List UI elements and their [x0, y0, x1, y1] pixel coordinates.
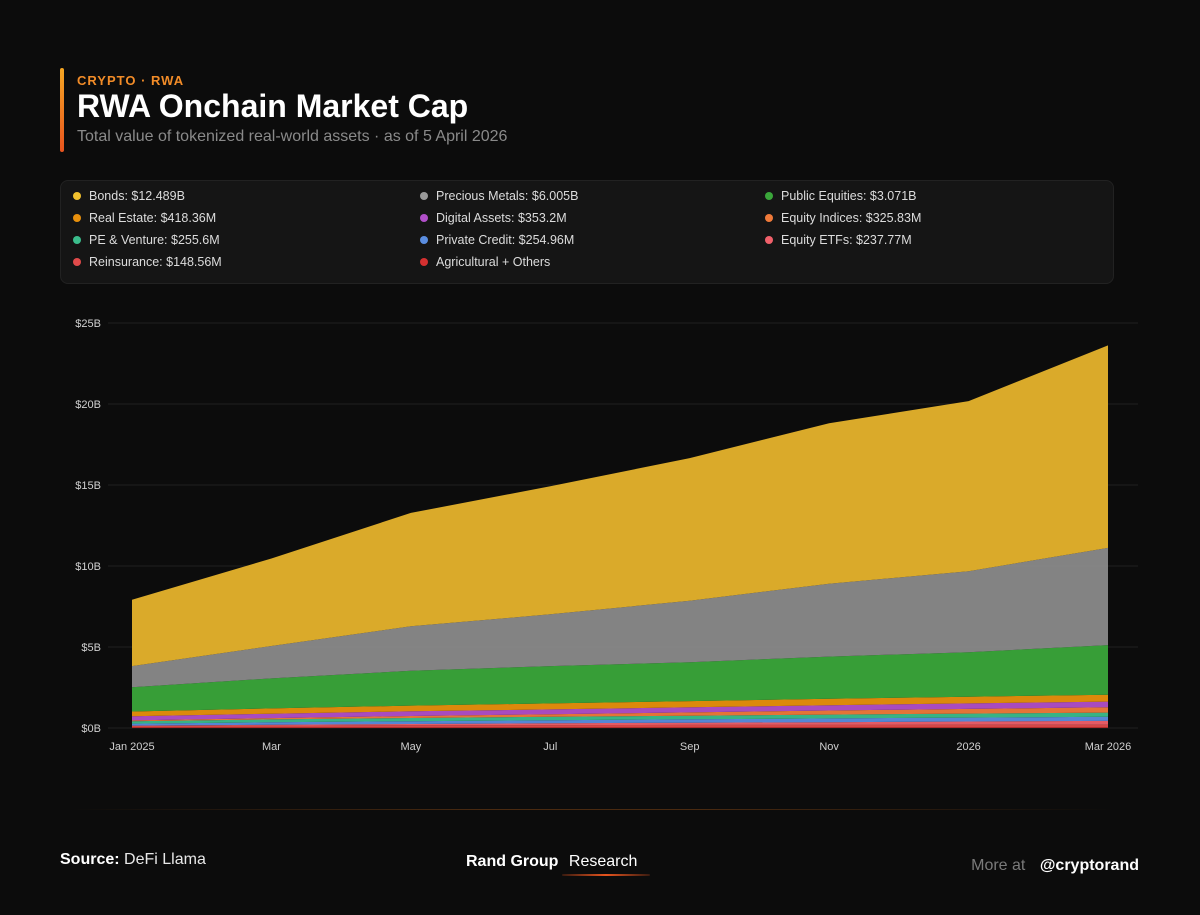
legend-item-equity-indices: Equity Indices: $325.83M	[765, 211, 921, 225]
legend-label: Precious Metals: $6.005B	[436, 189, 579, 203]
legend-item-bonds: Bonds: $12.489B	[73, 189, 185, 203]
header-accent-bar	[60, 68, 64, 152]
more-at: More at @cryptorand	[971, 857, 1139, 875]
more-label: More at	[971, 857, 1026, 874]
legend-dot	[73, 192, 81, 200]
axis-ticks: $0B $5B $10B $15B $20B $25B Jan 2025 Mar May Jul S…	[75, 318, 1131, 753]
legend-label: Agricultural + Others	[436, 255, 551, 269]
area-digital-assets	[132, 701, 1108, 721]
legend-dot	[420, 258, 428, 266]
chart-title: RWA Onchain Market Cap	[77, 88, 469, 124]
legend-label: Equity Indices: $325.83M	[781, 211, 922, 225]
legend-item-pe-venture: PE & Venture: $255.6M	[73, 233, 220, 247]
legend-item-real-estate: Real Estate: $418.36M	[73, 211, 216, 225]
legend-dot	[420, 192, 428, 200]
y-tick-label: $20B	[75, 399, 101, 411]
legend-item-reinsurance: Reinsurance: $148.56M	[73, 255, 222, 269]
legend-dot	[765, 236, 773, 244]
source-label: Source:	[60, 851, 120, 868]
area-equity-etfs	[132, 720, 1108, 726]
legend-dot	[73, 236, 81, 244]
legend-label: Private Credit: $254.96M	[436, 233, 575, 247]
stacked-area-chart: $0B $5B $10B $15B $20B $25B Jan 2025 Mar May Jul S…	[75, 318, 1138, 753]
legend-item-equity-etfs: Equity ETFs: $237.77M	[765, 233, 912, 247]
legend-label: Equity ETFs: $237.77M	[781, 233, 912, 247]
legend-panel: Bonds: $12.489B Precious Metals: $6.005B…	[60, 180, 1114, 284]
x-tick-label: Mar 2026	[1085, 741, 1131, 753]
chart-subtitle: Total value of tokenized real-world asse…	[77, 128, 508, 145]
area-public-equities	[132, 645, 1108, 712]
brand-name: Rand Group	[466, 853, 559, 870]
social-handle-link[interactable]: @cryptorand	[1039, 857, 1139, 874]
legend-dot	[73, 258, 81, 266]
y-tick-label: $15B	[75, 480, 101, 492]
x-tick-label: Jan 2025	[109, 741, 154, 753]
brand-logo: Rand Group Research	[466, 853, 637, 871]
legend-dot	[420, 236, 428, 244]
legend-item-public-equities: Public Equities: $3.071B	[765, 189, 917, 203]
source-value: DeFi Llama	[124, 851, 206, 868]
source-credit: Source: DeFi Llama	[60, 851, 206, 869]
x-tick-label: May	[400, 741, 421, 753]
legend-item-digital-assets: Digital Assets: $353.2M	[420, 211, 567, 225]
area-reinsurance	[132, 724, 1108, 728]
area-pe-venture	[132, 712, 1108, 724]
x-tick-label: Sep	[680, 741, 700, 753]
y-tick-label: $10B	[75, 561, 101, 573]
legend-dot	[420, 214, 428, 222]
legend-label: Digital Assets: $353.2M	[436, 211, 567, 225]
brand-sub: Research	[568, 853, 638, 870]
y-tick-label: $5B	[81, 642, 101, 654]
area-precious-metals	[132, 547, 1108, 688]
legend-dot	[765, 214, 773, 222]
x-tick-label: Mar	[262, 741, 281, 753]
footer-divider	[70, 809, 1115, 810]
legend-dot	[765, 192, 773, 200]
legend-item-precious-metals: Precious Metals: $6.005B	[420, 189, 578, 203]
legend-item-private-credit: Private Credit: $254.96M	[420, 233, 574, 247]
area-agricultural-others	[132, 727, 1108, 728]
legend-item-agricultural-others: Agricultural + Others	[420, 255, 550, 269]
legend-label: Bonds: $12.489B	[89, 189, 185, 203]
y-tick-label: $25B	[75, 318, 101, 330]
area-private-credit	[132, 716, 1108, 726]
x-tick-label: Nov	[819, 741, 839, 753]
legend-label: Public Equities: $3.071B	[781, 189, 917, 203]
legend-dot	[73, 214, 81, 222]
brand-underline	[562, 874, 650, 876]
area-equity-indices	[132, 707, 1108, 722]
legend-label: PE & Venture: $255.6M	[89, 233, 220, 247]
y-tick-label: $0B	[81, 723, 101, 735]
x-tick-label: 2026	[956, 741, 980, 753]
legend-label: Real Estate: $418.36M	[89, 211, 217, 225]
x-tick-label: Jul	[543, 741, 557, 753]
legend-label: Reinsurance: $148.56M	[89, 255, 222, 269]
area-real-estate	[132, 694, 1108, 717]
area-series	[132, 345, 1108, 728]
kicker-label: CRYPTO · RWA	[77, 73, 185, 88]
area-bonds	[132, 345, 1108, 667]
